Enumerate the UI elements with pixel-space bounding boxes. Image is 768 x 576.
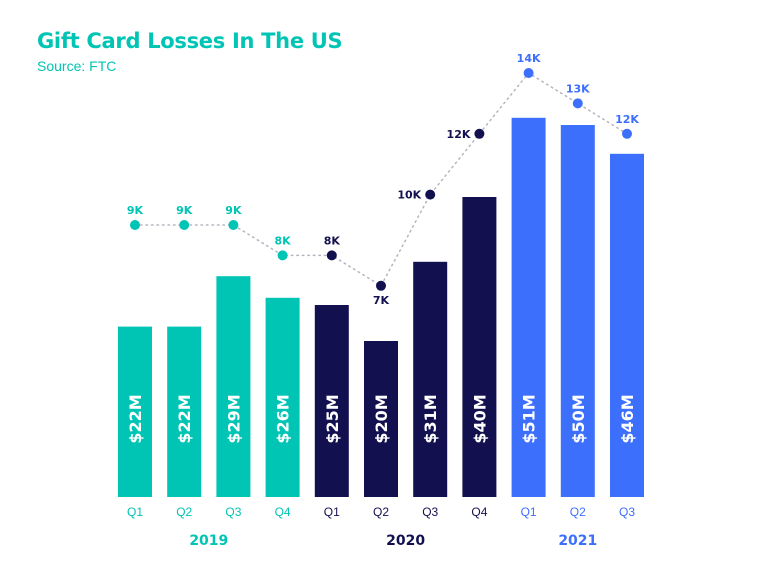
- quarter-tick-label: Q1: [127, 505, 143, 519]
- count-label: 8K: [275, 234, 292, 247]
- bar: [511, 117, 546, 498]
- count-label: 9K: [225, 204, 242, 217]
- quarter-tick-label: Q3: [225, 505, 241, 519]
- bar: [610, 153, 644, 498]
- year-label: 2021: [558, 533, 597, 549]
- count-dot: [130, 220, 140, 230]
- bar-value-label: $46M: [618, 394, 637, 443]
- bar-value-label: $20M: [372, 394, 391, 443]
- count-label: 8K: [324, 234, 341, 247]
- quarter-tick-label: Q4: [471, 505, 487, 519]
- bar: [265, 297, 300, 497]
- quarter-tick-label: Q3: [422, 505, 438, 519]
- chart-title: Gift Card Losses In The US: [37, 29, 343, 53]
- quarter-tick-label: Q1: [324, 505, 340, 519]
- count-dot: [277, 250, 288, 261]
- bar-value-label: $22M: [175, 394, 194, 443]
- quarter-tick-label: Q2: [570, 505, 586, 519]
- bar: [462, 197, 497, 497]
- bar: [560, 125, 595, 497]
- trend-line: [134, 72, 628, 287]
- year-label: 2019: [189, 533, 228, 549]
- chart-subtitle: Source: FTC: [37, 58, 117, 74]
- count-dot: [523, 68, 534, 78]
- count-label: 14K: [517, 52, 541, 65]
- count-label: 12K: [615, 113, 639, 126]
- bar: [364, 341, 398, 497]
- count-label: 7K: [373, 294, 390, 307]
- quarter-tick-label: Q2: [176, 505, 192, 519]
- bar: [314, 305, 349, 497]
- bar-value-label: $51M: [520, 394, 539, 443]
- bar-value-label: $26M: [274, 394, 293, 443]
- quarter-tick-label: Q4: [275, 505, 291, 519]
- count-dot: [425, 189, 436, 200]
- count-dot: [228, 220, 239, 230]
- count-label: 12K: [447, 128, 471, 141]
- bar-value-label: $25M: [323, 394, 342, 443]
- count-label: 9K: [127, 204, 144, 217]
- count-dot: [474, 128, 485, 139]
- count-dot: [326, 250, 337, 261]
- quarter-tick-label: Q3: [619, 505, 635, 519]
- bar: [118, 326, 152, 497]
- year-label: 2020: [386, 533, 425, 549]
- bar: [413, 261, 448, 497]
- count-dot: [179, 220, 190, 230]
- bar: [216, 276, 251, 497]
- bar-value-label: $29M: [224, 394, 243, 443]
- quarter-tick-label: Q1: [521, 505, 537, 519]
- bar-value-label: $22M: [126, 394, 145, 443]
- count-dot: [572, 98, 583, 109]
- bar-value-label: $50M: [569, 394, 588, 443]
- bar-value-label: $31M: [421, 394, 440, 443]
- count-label: 10K: [397, 189, 421, 202]
- count-label: 13K: [566, 82, 590, 95]
- bar-value-label: $40M: [470, 394, 489, 443]
- quarter-tick-label: Q2: [373, 505, 389, 519]
- count-label: 9K: [176, 204, 193, 217]
- count-dot: [376, 280, 386, 291]
- count-dot: [622, 128, 632, 139]
- bar: [167, 326, 202, 497]
